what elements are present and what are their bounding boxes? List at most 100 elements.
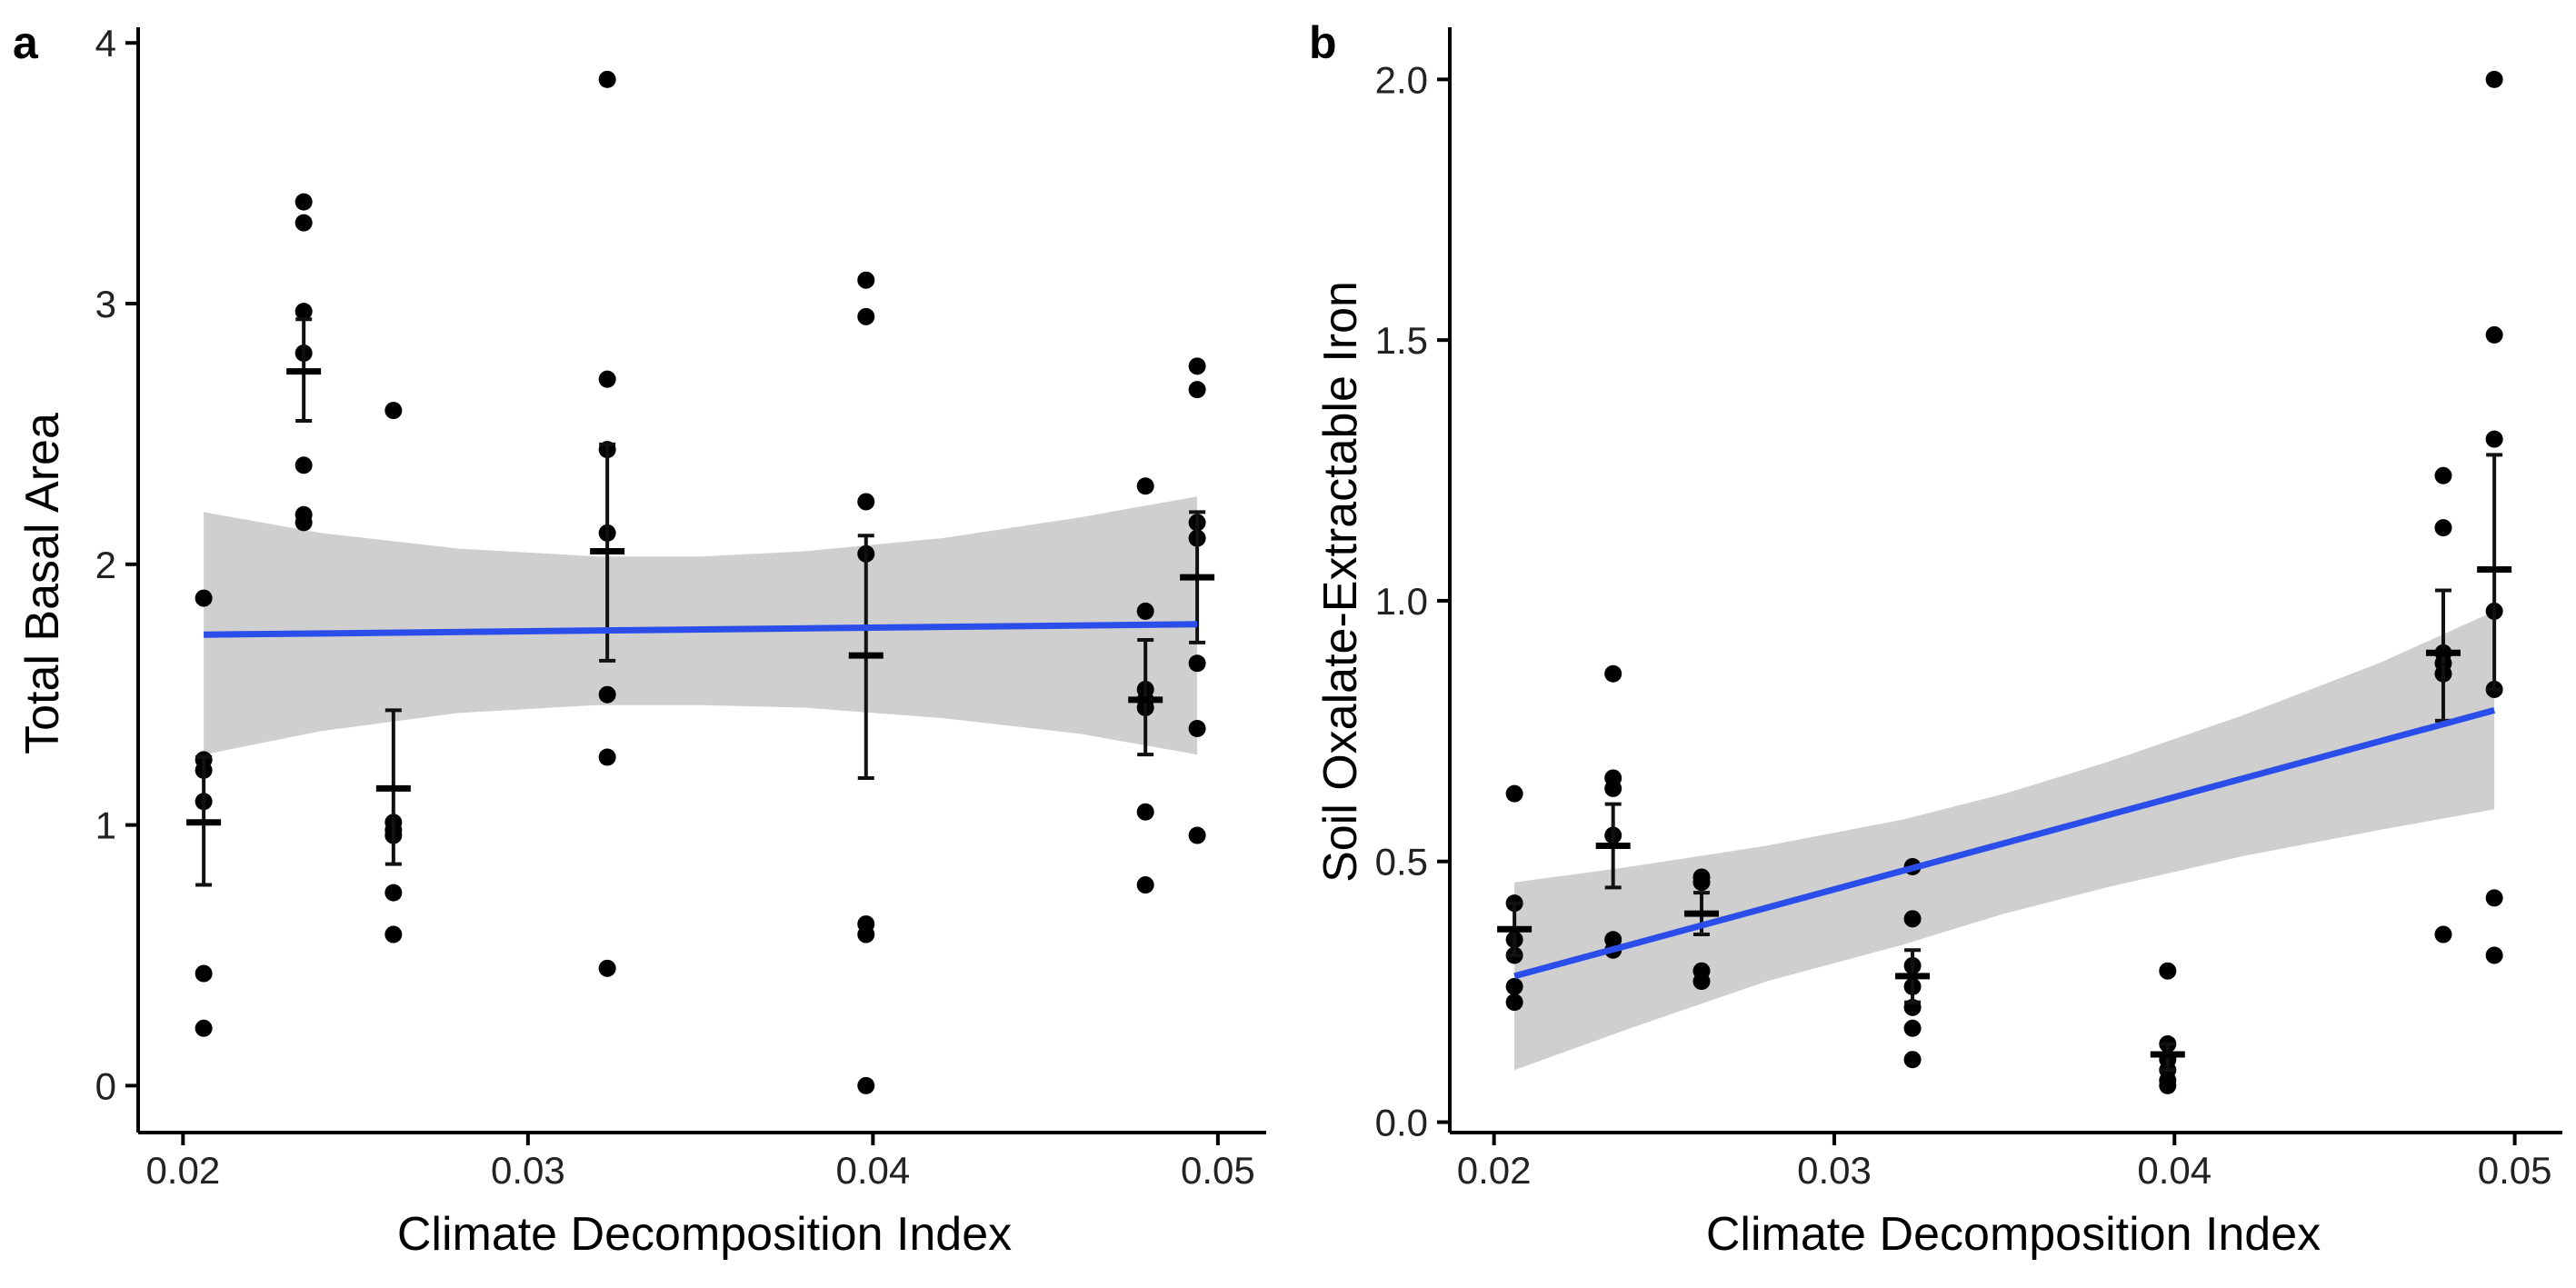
x-tick-label: 0.02 [1457,1149,1532,1192]
data-point [1604,779,1622,797]
data-point [857,271,875,289]
data-point [1136,477,1154,495]
x-tick-label: 0.05 [1181,1149,1255,1192]
group-means-layer-b [1497,453,2512,1073]
group-mean-errorbar [1595,802,1631,890]
data-point [1188,719,1206,737]
fit-line-layer-b [1513,707,2496,980]
fit-line [204,621,1198,638]
y-tick-label: 2 [95,544,116,586]
group-mean-errorbar [590,442,625,663]
data-point [1188,826,1206,844]
group-mean-errorbar [375,708,411,866]
group-mean-errorbar [1895,948,1931,1004]
data-point [1188,381,1206,399]
y-tick-label: 0.5 [1375,841,1428,884]
data-point [1505,977,1523,995]
data-point [857,1076,875,1094]
data-point [295,193,313,211]
group-mean-errorbar [848,534,884,780]
panel-b: b 0.02 0.03 0.04 0.05 0.0 0.5 1.0 1.5 2.0 Climat… [1309,17,2562,1261]
data-point [1692,973,1711,991]
group-mean-errorbar [2150,1042,2185,1073]
group-mean-errorbar [1683,891,1719,937]
x-axis-title-b: Climate Decomposition Index [1706,1208,2321,1261]
group-mean-errorbar [1180,510,1215,644]
group-mean-errorbar [2477,453,2512,692]
data-point [1188,357,1206,375]
data-point [195,964,213,983]
data-point [2485,946,2503,964]
axes-a: 0.02 0.03 0.04 0.05 0 1 2 3 4 [95,22,1266,1192]
group-mean-errorbar [186,755,222,887]
data-point [598,748,616,766]
data-point [857,493,875,511]
data-point [598,685,616,704]
x-tick-label: 0.04 [835,1149,910,1192]
data-point [1903,1051,1922,1069]
x-tick-label: 0.04 [2137,1149,2212,1192]
data-point [1692,874,1711,892]
data-point [1136,602,1154,620]
data-point [1505,993,1523,1012]
data-point [2434,466,2452,484]
data-point [2485,70,2503,88]
x-tick-label: 0.03 [1797,1149,1872,1192]
data-point [598,959,616,977]
y-tick-label: 1.5 [1375,319,1428,362]
data-point [2485,430,2503,448]
y-tick-label: 0 [95,1064,116,1107]
x-tick-label: 0.02 [145,1149,220,1192]
data-point [1505,784,1523,803]
data-point [857,307,875,325]
data-point [2434,925,2452,944]
x-tick-label: 0.05 [2478,1149,2552,1192]
group-mean-errorbar [1128,637,1163,757]
data-point [1136,803,1154,821]
data-point [195,589,213,607]
x-tick-label: 0.03 [491,1149,565,1192]
data-point [2159,1076,2177,1094]
data-point [1903,910,1922,928]
group-mean-errorbar [1497,901,1533,957]
y-tick-label: 3 [95,283,116,325]
axes-b: 0.02 0.03 0.04 0.05 0.0 0.5 1.0 1.5 2.0 [1375,27,2562,1192]
y-tick-label: 2.0 [1375,58,1428,101]
y-tick-label: 1 [95,804,116,847]
group-mean-errorbar [286,317,322,424]
ci-band [204,496,1198,755]
data-point [2159,962,2177,980]
y-axis-title-a: Total Basal Area [16,413,69,754]
data-point [295,303,313,321]
x-axis-title-a: Climate Decomposition Index [397,1208,1012,1261]
y-tick-label: 0.0 [1375,1102,1428,1144]
fit-line [1513,707,2496,980]
data-point [598,70,616,88]
data-point [857,925,875,944]
points-layer-b [1505,70,2503,1094]
data-point [384,925,403,944]
y-axis-title-b: Soil Oxalate-Extractable Iron [1314,281,1367,883]
data-point [2485,889,2503,907]
data-point [384,884,403,902]
ci-band-layer-a [204,496,1198,755]
group-means-layer-a [186,317,1215,887]
data-point [195,1019,213,1037]
data-point [2485,325,2503,344]
data-point [1188,654,1206,673]
data-point [598,370,616,388]
y-tick-label: 4 [95,22,116,65]
panel-letter-a: a [13,17,39,68]
data-point [295,214,313,232]
panel-letter-b: b [1309,17,1337,68]
data-point [1136,876,1154,894]
data-point [2434,519,2452,537]
data-point [1903,1019,1922,1037]
panel-a: a 0.02 0.03 0.04 0.05 0 1 2 3 4 Climate Decompos… [13,17,1266,1261]
data-point [295,514,313,532]
data-point [295,456,313,474]
y-tick-label: 1.0 [1375,580,1428,623]
data-point [384,402,403,420]
fit-line-layer-a [204,621,1198,638]
